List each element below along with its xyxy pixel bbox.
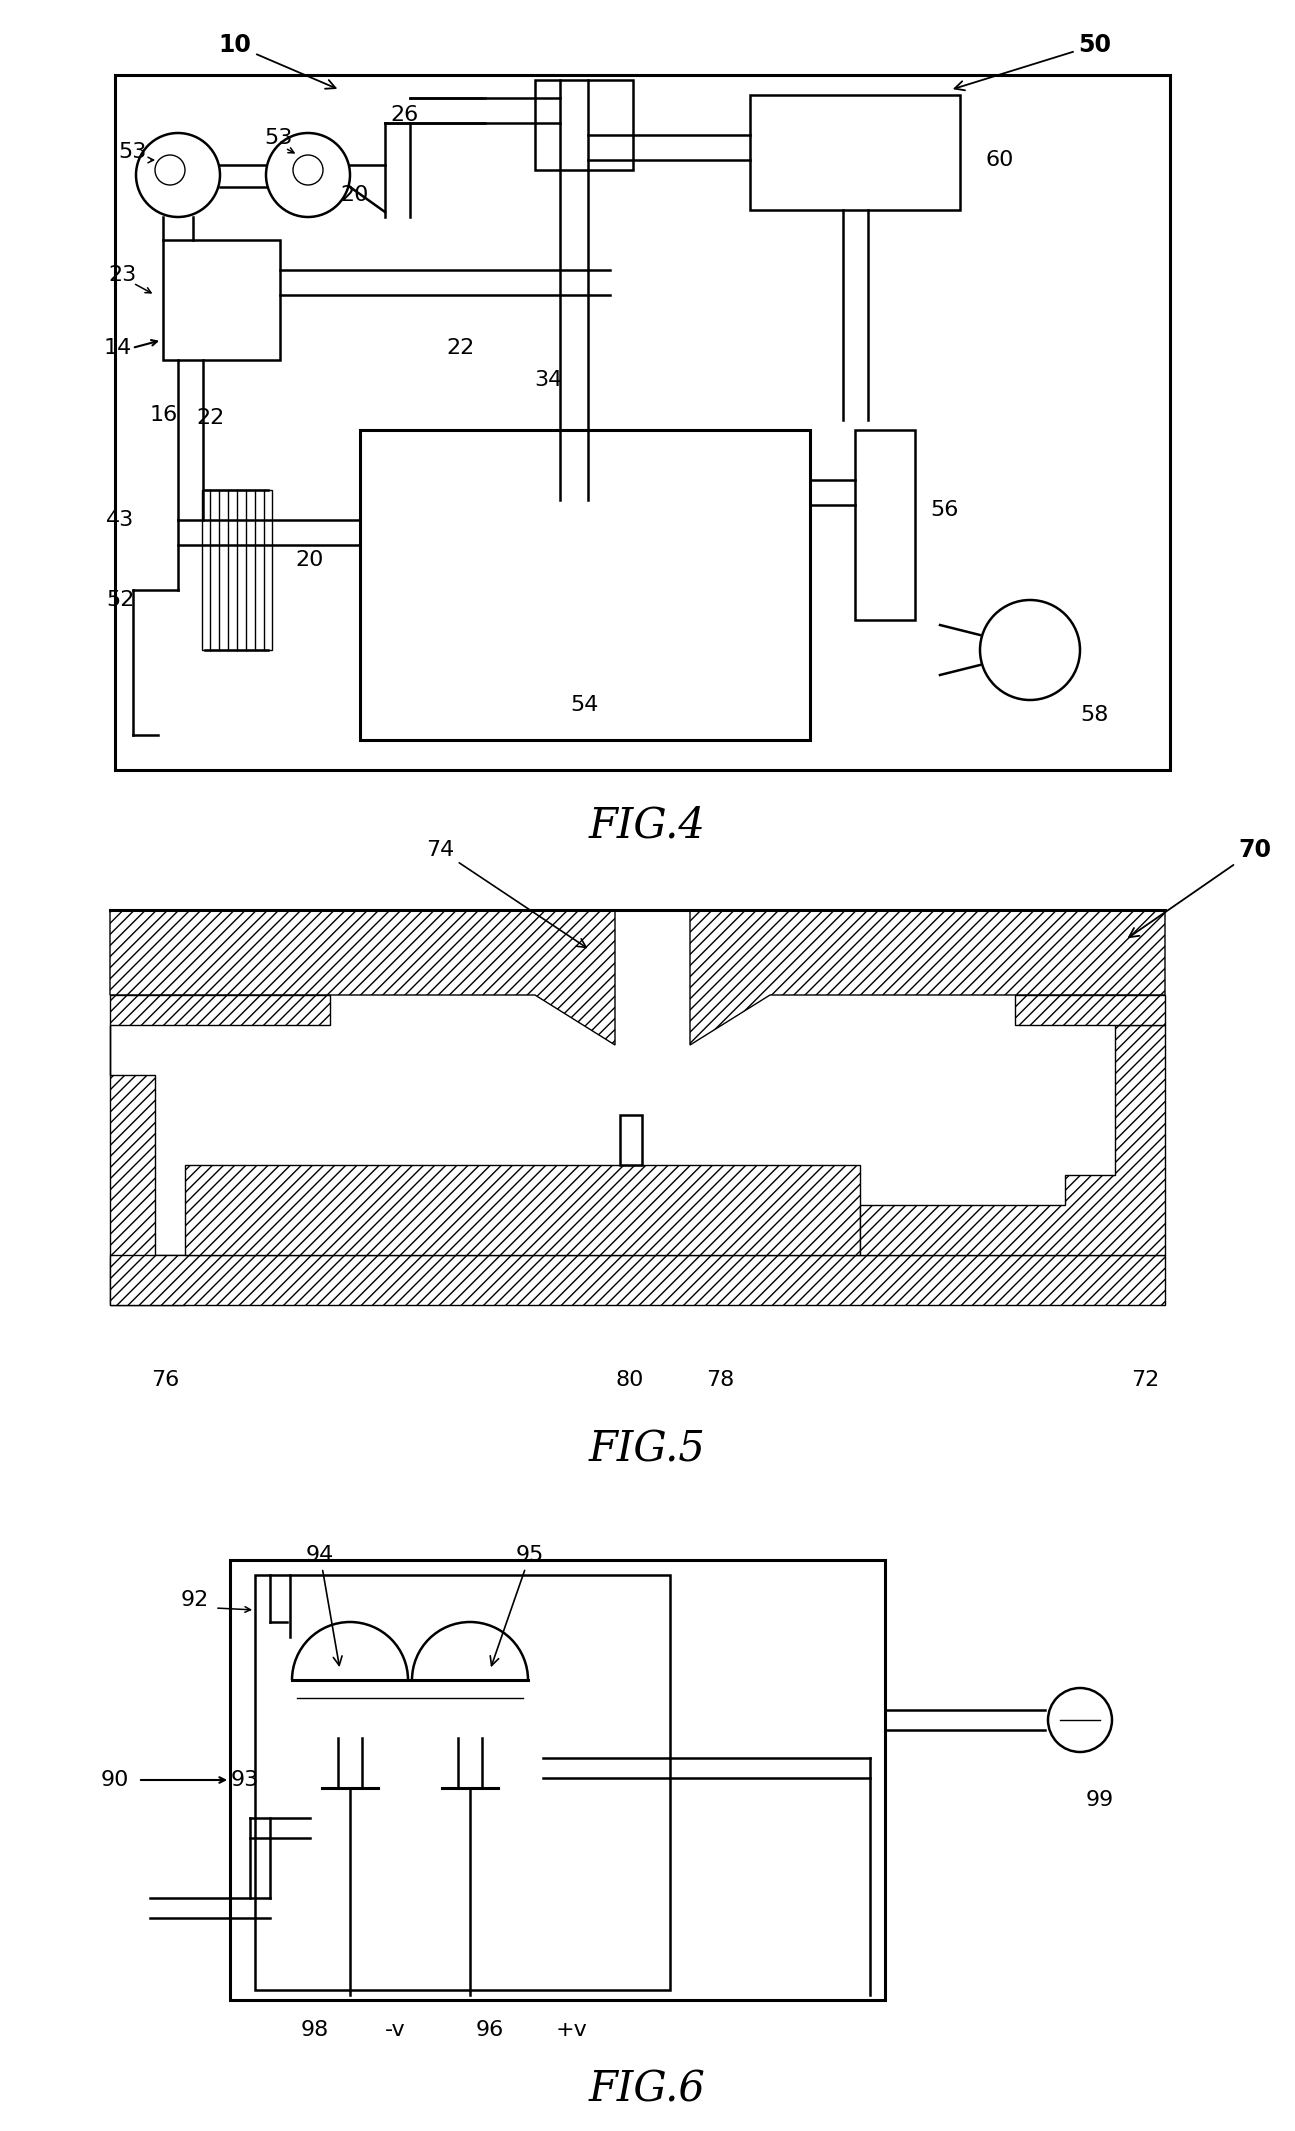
Text: 58: 58 bbox=[1081, 705, 1110, 725]
Bar bbox=[115, 75, 1169, 769]
Polygon shape bbox=[690, 910, 1166, 1044]
Text: 53: 53 bbox=[264, 128, 293, 147]
Text: 95: 95 bbox=[491, 1545, 544, 1666]
Bar bbox=[255, 1575, 670, 1990]
Text: 93: 93 bbox=[231, 1771, 259, 1790]
Text: 14: 14 bbox=[104, 339, 132, 358]
Polygon shape bbox=[185, 1166, 860, 1255]
Text: 74: 74 bbox=[426, 840, 587, 948]
Polygon shape bbox=[1015, 995, 1166, 1025]
Text: 96: 96 bbox=[475, 2020, 504, 2039]
Circle shape bbox=[155, 156, 185, 185]
Text: 20: 20 bbox=[295, 550, 324, 569]
Polygon shape bbox=[110, 1025, 185, 1304]
Bar bbox=[620, 1115, 642, 1166]
Bar bbox=[360, 430, 809, 739]
Polygon shape bbox=[110, 995, 330, 1025]
Text: 23: 23 bbox=[107, 264, 136, 286]
Bar bbox=[535, 81, 633, 170]
Text: 70: 70 bbox=[1129, 837, 1272, 938]
Text: 52: 52 bbox=[106, 590, 135, 609]
Bar bbox=[202, 490, 272, 650]
Text: FIG.4: FIG.4 bbox=[588, 803, 706, 846]
Text: 56: 56 bbox=[931, 501, 960, 520]
Text: FIG.5: FIG.5 bbox=[588, 1430, 706, 1470]
Circle shape bbox=[293, 156, 322, 185]
Circle shape bbox=[265, 132, 350, 217]
Text: 20: 20 bbox=[341, 185, 369, 205]
Text: 16: 16 bbox=[150, 405, 179, 424]
Circle shape bbox=[980, 601, 1080, 699]
Text: -v: -v bbox=[385, 2020, 405, 2039]
Text: 54: 54 bbox=[571, 695, 600, 716]
Text: 94: 94 bbox=[306, 1545, 342, 1666]
Polygon shape bbox=[110, 1255, 1166, 1304]
Text: 60: 60 bbox=[985, 149, 1014, 170]
Polygon shape bbox=[860, 1025, 1166, 1255]
Text: 43: 43 bbox=[106, 509, 135, 531]
Text: +v: +v bbox=[556, 2020, 588, 2039]
Text: 90: 90 bbox=[101, 1771, 130, 1790]
Text: 92: 92 bbox=[181, 1590, 208, 1611]
Bar bbox=[750, 96, 960, 211]
Text: 22: 22 bbox=[196, 407, 224, 428]
Bar bbox=[855, 430, 916, 620]
Text: 10: 10 bbox=[219, 32, 335, 90]
Text: 34: 34 bbox=[534, 371, 562, 390]
Text: 98: 98 bbox=[300, 2020, 329, 2039]
Text: 99: 99 bbox=[1087, 1790, 1114, 1809]
Text: 80: 80 bbox=[616, 1370, 644, 1389]
Circle shape bbox=[1048, 1688, 1112, 1752]
Text: 78: 78 bbox=[706, 1370, 734, 1389]
Bar bbox=[163, 241, 280, 360]
Text: 76: 76 bbox=[152, 1370, 179, 1389]
Text: 26: 26 bbox=[391, 104, 420, 126]
Polygon shape bbox=[110, 910, 615, 1044]
Bar bbox=[231, 1560, 884, 2001]
Circle shape bbox=[136, 132, 220, 217]
Text: 22: 22 bbox=[445, 339, 474, 358]
Text: 72: 72 bbox=[1131, 1370, 1159, 1389]
Text: 53: 53 bbox=[119, 143, 148, 162]
Text: FIG.6: FIG.6 bbox=[588, 2069, 706, 2112]
Text: 50: 50 bbox=[954, 32, 1111, 90]
